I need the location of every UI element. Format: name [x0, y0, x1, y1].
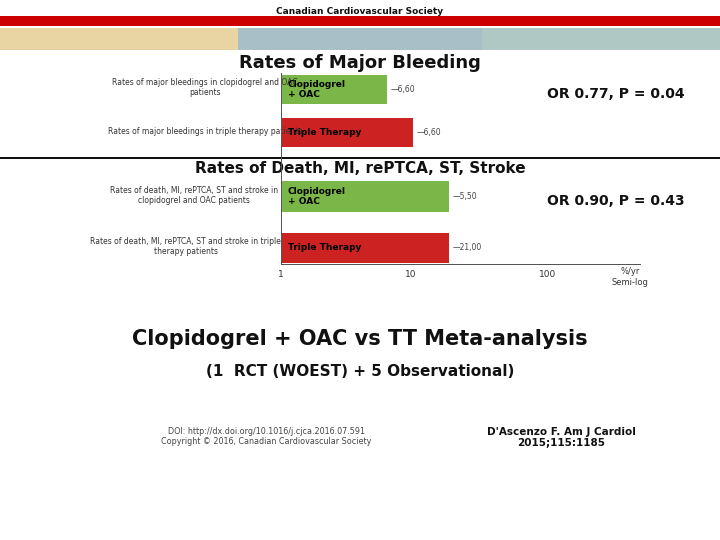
Text: OR 0.77, P = 0.04: OR 0.77, P = 0.04	[546, 87, 685, 102]
Text: Rates of major bleedings in clopidogrel and OAC
patients: Rates of major bleedings in clopidogrel …	[112, 78, 298, 97]
Text: DOI: http://dx.doi.org/10.1016/j.cjca.2016.07.591
Copyright © 2016, Canadian Car: DOI: http://dx.doi.org/10.1016/j.cjca.20…	[161, 427, 372, 446]
Bar	[281, 264, 641, 265]
Bar	[0, 28, 238, 50]
Text: Rates of Death, MI, rePTCA, ST, Stroke: Rates of Death, MI, rePTCA, ST, Stroke	[194, 161, 526, 176]
Text: Rates of death, MI, rePTCA, ST and stroke in triple
therapy patients: Rates of death, MI, rePTCA, ST and strok…	[90, 237, 282, 256]
Text: Rates of major bleedings in triple therapy patients: Rates of major bleedings in triple thera…	[108, 127, 302, 136]
Text: Canadian Cardiovascular Society: Canadian Cardiovascular Society	[276, 8, 444, 16]
Bar	[0, 157, 720, 159]
Bar	[0, 16, 720, 26]
Text: OR 0.90, P = 0.43: OR 0.90, P = 0.43	[546, 194, 685, 208]
Bar	[281, 118, 413, 147]
Bar	[281, 233, 449, 263]
Text: Rates of death, MI, rePTCA, ST and stroke in
clopidogrel and OAC patients: Rates of death, MI, rePTCA, ST and strok…	[110, 186, 279, 205]
Text: —5,50: —5,50	[452, 192, 477, 201]
Text: Leadership. Knowledge. Community.: Leadership. Knowledge. Community.	[296, 17, 424, 23]
Bar	[482, 28, 720, 50]
Bar	[281, 181, 449, 212]
Text: —6,60: —6,60	[391, 85, 415, 94]
Text: —6,60: —6,60	[416, 128, 441, 137]
Text: Triple Therapy: Triple Therapy	[288, 128, 361, 137]
Bar	[238, 28, 482, 50]
Text: Triple Therapy: Triple Therapy	[288, 244, 361, 252]
Text: 1: 1	[278, 270, 284, 279]
Text: Clopidogrel
+ OAC: Clopidogrel + OAC	[288, 187, 346, 206]
Text: %/yr
Semi-log: %/yr Semi-log	[611, 267, 649, 287]
Text: 10: 10	[405, 270, 416, 279]
Text: (1  RCT (WOEST) + 5 Observational): (1 RCT (WOEST) + 5 Observational)	[206, 364, 514, 379]
Bar	[281, 75, 387, 104]
Text: D'Ascenzo F. Am J Cardiol
2015;115:1185: D'Ascenzo F. Am J Cardiol 2015;115:1185	[487, 427, 636, 448]
Text: Rates of Major Bleeding: Rates of Major Bleeding	[239, 54, 481, 72]
Text: —21,00: —21,00	[452, 244, 482, 252]
Bar	[281, 73, 282, 265]
Text: Clopidogrel
+ OAC: Clopidogrel + OAC	[288, 80, 346, 99]
Text: 100: 100	[539, 270, 556, 279]
Text: Clopidogrel + OAC vs TT Meta-analysis: Clopidogrel + OAC vs TT Meta-analysis	[132, 329, 588, 349]
